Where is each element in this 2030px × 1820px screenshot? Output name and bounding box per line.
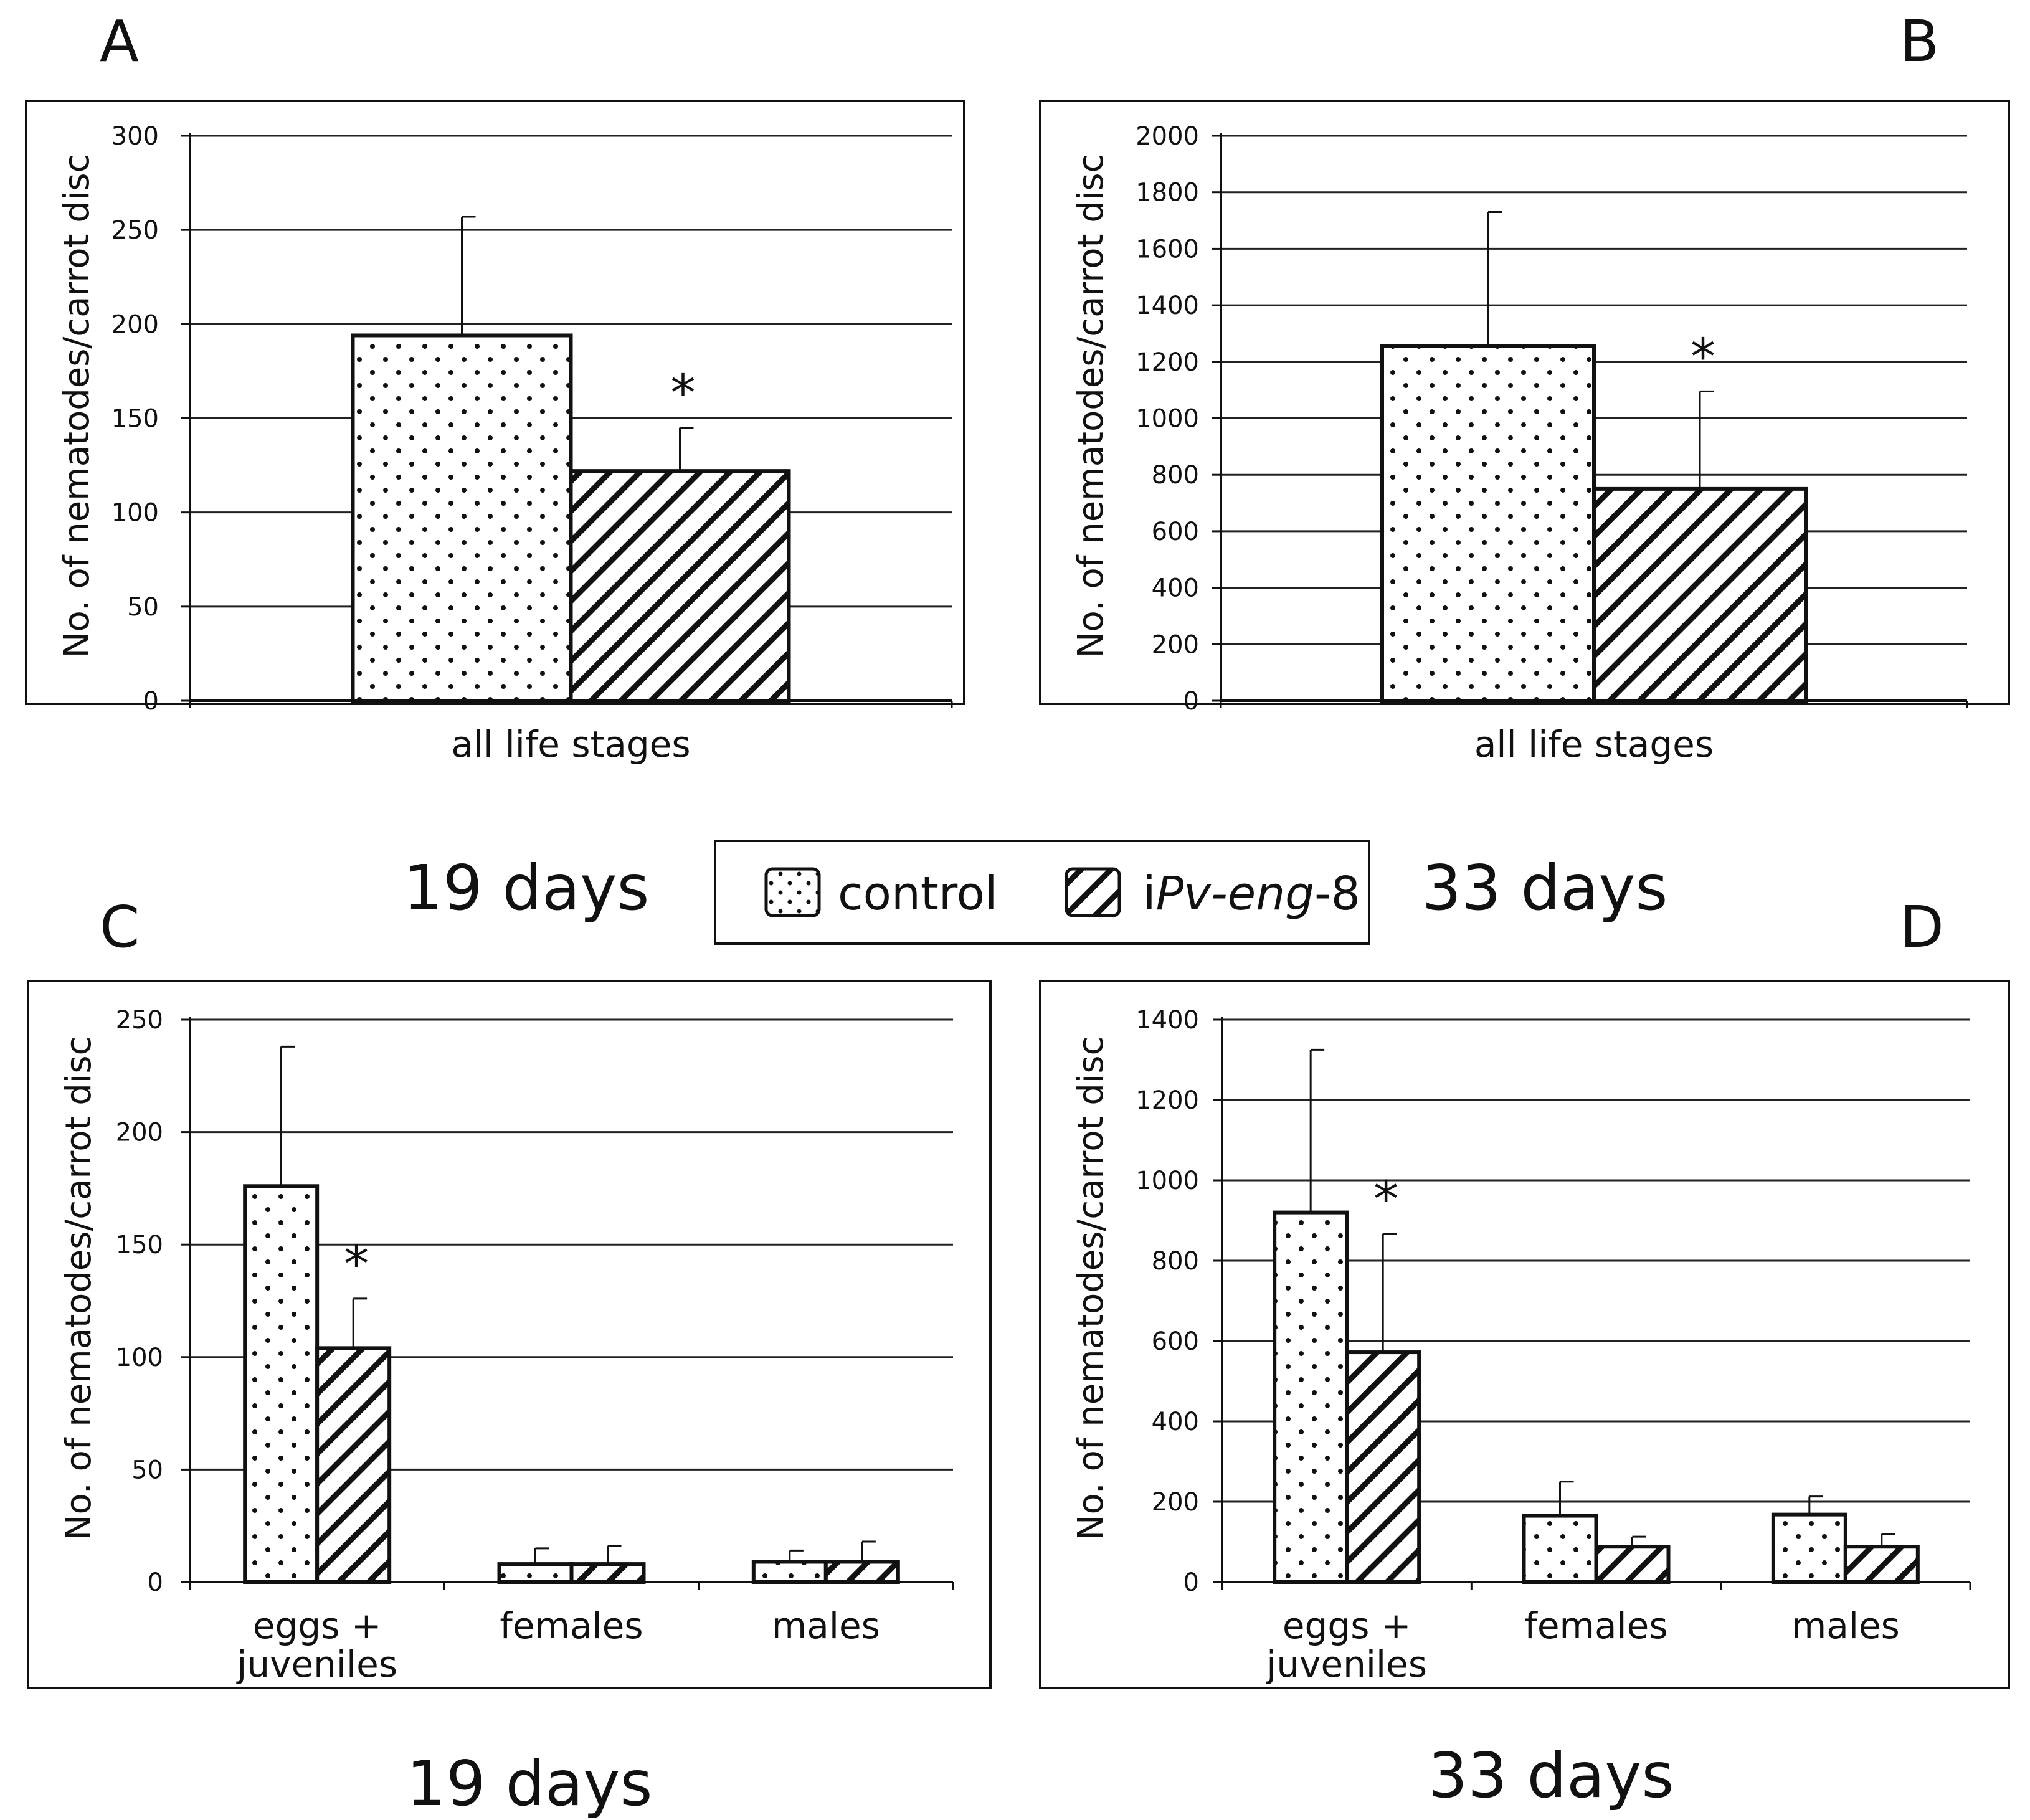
y-tick-label-a: 0 [143,687,159,716]
y-tick-label-b: 1800 [1136,179,1199,207]
y-tick-label-d: 1000 [1136,1167,1199,1195]
legend-swatch-control [764,867,821,917]
y-tick-label-b: 1600 [1136,235,1199,263]
y-axis-label-b: No. of nematodes/carrot disc [1071,154,1111,658]
y-tick-label-d: 400 [1152,1408,1199,1436]
bar-a-control [351,333,573,703]
y-tick-label-a: 250 [111,216,159,245]
category-label-d: eggs + [1283,1604,1411,1647]
chart-panel-b: 0 200 400 600 800 1000 1200 1400 1600 1800 2000 No.… [1039,100,2010,765]
legend-label-control: control [838,867,998,921]
legend-box [714,840,1370,945]
category-label-c: females [500,1604,643,1647]
panel-letter-d: D [1900,894,1944,960]
chart-panel-d: 0 200 400 600 800 1000 1200 1400 No. of nematode… [1039,980,2010,1689]
y-tick-label-c: 150 [116,1231,163,1259]
y-axis-label-c: No. of nematodes/carrot disc [59,1036,99,1541]
y-tick-label-a: 100 [111,499,159,528]
bar-c-control [497,1562,574,1585]
y-axis-label-d: No. of nematodes/carrot disc [1071,1036,1111,1541]
y-tick-label-d: 800 [1152,1247,1199,1276]
y-tick-label-c: 0 [148,1568,163,1597]
caption-top-right: 33 days [1421,851,1667,924]
bar-c-treatment [823,1560,900,1584]
bar-d-treatment [1843,1545,1920,1584]
y-tick-label-d: 1400 [1136,1006,1199,1035]
significance-marker-a: * [671,364,696,422]
category-label-c: males [772,1604,880,1647]
y-tick-label-c: 250 [116,1006,163,1035]
chart-panel-a: 0 50 100 150 200 250 300 No. of nematodes/carro… [25,100,965,765]
legend-label-treatment-prefix: i [1143,867,1156,921]
significance-marker-d: * [1373,1170,1398,1228]
y-tick-label-a: 200 [111,310,159,339]
bar-c-treatment [315,1346,392,1585]
y-axis-label-a: No. of nematodes/carrot disc [57,154,97,658]
significance-marker-c: * [344,1235,369,1293]
y-tick-label-d: 1200 [1136,1086,1199,1115]
bar-d-control [1273,1210,1349,1584]
y-tick-label-a: 50 [127,593,159,622]
y-tick-label-b: 1200 [1136,348,1199,377]
legend-label-treatment-italic: Pv-eng [1156,867,1315,921]
category-label-b: all life stages [1474,723,1714,765]
legend-swatch-treatment [1065,867,1121,917]
bar-c-control [243,1184,320,1584]
significance-marker-b: * [1691,328,1715,386]
y-tick-label-b: 1000 [1136,405,1199,434]
bar-d-treatment [1594,1545,1671,1584]
bar-c-treatment [569,1562,646,1585]
y-tick-label-c: 50 [131,1456,163,1484]
panel-letter-a: A [100,8,139,75]
category-label-d: juveniles [1265,1643,1427,1685]
y-tick-label-c: 200 [116,1119,163,1147]
caption-top-left: 19 days [403,851,649,924]
legend: control iPv-eng-8 [714,840,1370,945]
category-label-d: females [1524,1604,1667,1647]
y-tick-label-a: 150 [111,405,159,434]
y-tick-label-c: 100 [116,1344,163,1372]
caption-bottom-left: 19 days [406,1747,652,1820]
chart-panel-c: 0 50 100 150 200 250 No. of nematodes/carrot d… [27,980,992,1689]
y-tick-label-b: 2000 [1136,122,1199,151]
y-tick-label-d: 200 [1152,1488,1199,1517]
legend-label-treatment: iPv-eng-8 [1143,867,1360,921]
panel-letter-c: C [100,894,140,960]
y-tick-label-b: 800 [1152,461,1199,490]
y-tick-label-b: 0 [1183,687,1199,716]
bar-b-treatment [1592,486,1808,703]
y-tick-label-b: 1400 [1136,291,1199,320]
category-label-c: juveniles [235,1643,397,1685]
caption-bottom-right: 33 days [1428,1739,1674,1812]
y-tick-label-d: 600 [1152,1327,1199,1356]
legend-label-treatment-suffix: -8 [1314,867,1360,921]
category-label-c: eggs + [253,1604,382,1647]
category-label-a: all life stages [451,723,690,765]
y-tick-label-b: 200 [1152,630,1199,659]
bar-c-control [751,1560,828,1584]
bar-d-control [1522,1514,1598,1584]
y-tick-label-d: 0 [1183,1568,1199,1597]
bar-d-control [1771,1512,1847,1584]
bar-a-treatment [569,469,791,703]
bar-d-treatment [1345,1350,1421,1585]
y-tick-label-b: 600 [1152,518,1199,546]
y-tick-label-b: 400 [1152,574,1199,603]
category-label-d: males [1791,1604,1900,1647]
bar-b-control [1380,344,1596,703]
y-tick-label-a: 300 [111,122,159,151]
panel-letter-b: B [1900,8,1939,75]
